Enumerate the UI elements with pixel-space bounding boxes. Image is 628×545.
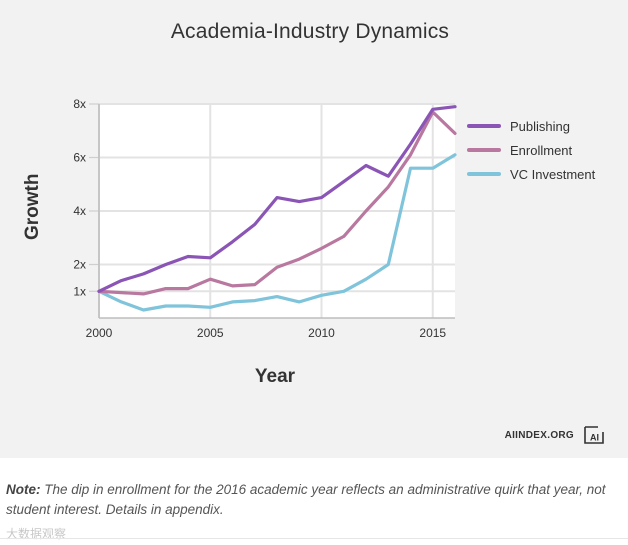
series-line-publishing bbox=[97, 105, 457, 293]
footnote: Note: The dip in enrollment for the 2016… bbox=[6, 480, 620, 520]
divider bbox=[0, 538, 628, 539]
x-tick-label: 2005 bbox=[197, 326, 224, 340]
legend-item-vc-investment: VC Investment bbox=[467, 162, 595, 186]
legend-label-enrollment: Enrollment bbox=[510, 142, 573, 158]
watermark-text: 大数据观察 bbox=[6, 527, 67, 541]
ai-logo-text: AI bbox=[590, 433, 599, 443]
x-axis-label: Year bbox=[254, 366, 296, 387]
chart-plot: 2000 2005 2010 2015 1x 2x 4x 6x 8x bbox=[73, 97, 457, 340]
source-label: AIINDEX.ORG bbox=[504, 430, 574, 441]
series-line-enrollment bbox=[97, 110, 457, 296]
series-line-vc-investment bbox=[97, 153, 457, 312]
y-tick-label: 4x bbox=[73, 204, 86, 218]
footnote-label: Note: bbox=[6, 482, 41, 497]
y-tick-label: 8x bbox=[73, 97, 86, 111]
legend-swatch-publishing bbox=[467, 124, 501, 128]
y-axis-label: Growth bbox=[22, 173, 43, 241]
y-tick-label: 6x bbox=[73, 151, 86, 165]
ai-index-logo-icon: AI bbox=[584, 426, 604, 444]
x-tick-label: 2010 bbox=[308, 326, 335, 340]
y-tick-label: 2x bbox=[73, 258, 86, 272]
legend-label-publishing: Publishing bbox=[510, 118, 570, 134]
legend-swatch-enrollment bbox=[467, 148, 501, 152]
legend-item-enrollment: Enrollment bbox=[467, 138, 595, 162]
legend-swatch-vc-investment bbox=[467, 172, 501, 176]
y-tick-label: 1x bbox=[73, 284, 86, 298]
x-tick-label: 2015 bbox=[419, 326, 446, 340]
legend-label-vc-investment: VC Investment bbox=[510, 166, 596, 182]
chart-title: Academia-Industry Dynamics bbox=[170, 20, 450, 43]
footnote-text: The dip in enrollment for the 2016 acade… bbox=[6, 482, 606, 517]
legend-item-publishing: Publishing bbox=[467, 114, 595, 138]
legend: Publishing Enrollment VC Investment bbox=[467, 114, 595, 186]
x-tick-label: 2000 bbox=[86, 326, 113, 340]
